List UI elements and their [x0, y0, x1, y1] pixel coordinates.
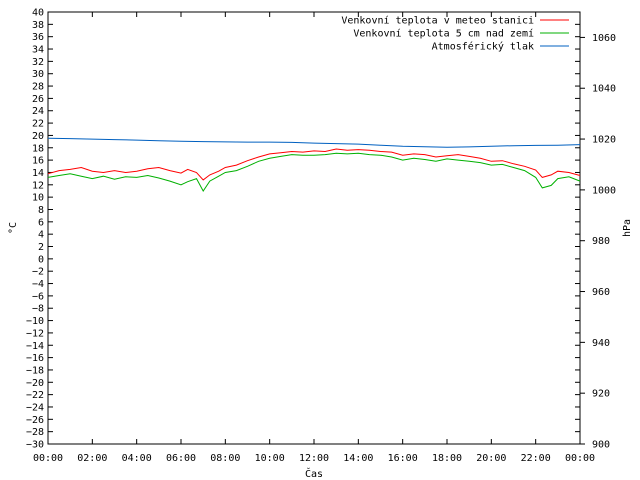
right-tick-label: 960: [592, 287, 610, 298]
x-tick-label: 00:00: [33, 453, 63, 464]
right-tick-label: 980: [592, 236, 610, 247]
x-tick-label: 18:00: [432, 453, 462, 464]
left-tick-label: 2: [38, 242, 44, 253]
left-tick-label: −30: [26, 440, 44, 451]
left-tick-label: −24: [26, 402, 44, 413]
left-tick-label: 6: [38, 217, 44, 228]
x-tick-label: 06:00: [166, 453, 196, 464]
series-line-2: [47, 137, 581, 148]
left-tick-label: −2: [32, 267, 44, 278]
left-tick-label: 40: [32, 8, 44, 19]
left-tick-label: −18: [26, 365, 44, 376]
left-tick-label: −10: [26, 316, 44, 327]
series-lines: [47, 137, 581, 192]
x-tick-label: 12:00: [299, 453, 329, 464]
left-tick-label: 36: [32, 32, 44, 43]
right-tick-label: 1020: [592, 135, 616, 146]
left-tick-label: 34: [32, 45, 44, 56]
left-axis-title: °C: [8, 222, 19, 234]
left-tick-label: −28: [26, 427, 44, 438]
left-tick-label: −16: [26, 353, 44, 364]
left-tick-label: 24: [32, 106, 44, 117]
x-tick-label: 20:00: [476, 453, 506, 464]
x-tick-label: 10:00: [255, 453, 285, 464]
left-tick-label: −4: [32, 279, 44, 290]
left-tick-label: −26: [26, 415, 44, 426]
right-tick-label: 940: [592, 338, 610, 349]
right-tick-label: 900: [592, 440, 610, 451]
left-tick-label: 22: [32, 119, 44, 130]
left-tick-label: −8: [32, 304, 44, 315]
legend: Venkovní teplota v meteo staniciVenkovní…: [341, 15, 569, 53]
left-tick-label: −22: [26, 390, 44, 401]
right-axis-title: hPa: [622, 219, 633, 237]
left-tick-label: 16: [32, 156, 44, 167]
x-tick-label: 08:00: [210, 453, 240, 464]
left-tick-label: 32: [32, 57, 44, 68]
right-tick-label: 1000: [592, 185, 616, 196]
legend-label-0: Venkovní teplota v meteo stanici: [341, 15, 534, 27]
left-tick-label: 8: [38, 205, 44, 216]
left-tick-label: 20: [32, 131, 44, 142]
x-tick-label: 00:00: [565, 453, 595, 464]
left-tick-label: −6: [32, 291, 44, 302]
left-tick-label: −14: [26, 341, 44, 352]
legend-label-1: Venkovní teplota 5 cm nad zemí: [353, 28, 534, 40]
left-tick-label: 26: [32, 94, 44, 105]
x-tick-label: 04:00: [122, 453, 152, 464]
right-tick-label: 1060: [592, 33, 616, 44]
left-tick-label: 18: [32, 143, 44, 154]
left-tick-label: 14: [32, 168, 44, 179]
x-tick-label: 14:00: [343, 453, 373, 464]
left-tick-label: 4: [38, 230, 44, 241]
left-tick-label: 28: [32, 82, 44, 93]
x-tick-label: 22:00: [521, 453, 551, 464]
x-tick-label: 16:00: [388, 453, 418, 464]
left-tick-label: 10: [32, 193, 44, 204]
legend-label-2: Atmosférický tlak: [432, 41, 534, 53]
series-line-0: [47, 148, 581, 181]
left-tick-label: 38: [32, 20, 44, 31]
right-tick-label: 920: [592, 389, 610, 400]
right-tick-label: 1040: [592, 84, 616, 95]
series-line-1: [47, 152, 581, 192]
x-tick-label: 02:00: [77, 453, 107, 464]
left-tick-label: −20: [26, 378, 44, 389]
left-tick-label: 0: [38, 254, 44, 265]
left-tick-label: 30: [32, 69, 44, 80]
x-axis-ticks: 00:00 02:00 04:00 06:00 08:00 10:00 12:00 14:00…: [33, 12, 595, 464]
right-axis-ticks: 1060 1040 1020 1000 980 960 940 920 900: [580, 33, 616, 451]
x-axis-title: Čas: [305, 467, 323, 480]
left-tick-label: 12: [32, 180, 44, 191]
left-axis-ticks: 4038363432302826242220181614121086420−2−…: [26, 8, 580, 451]
plot-border: [47, 11, 581, 445]
left-tick-label: −12: [26, 328, 44, 339]
